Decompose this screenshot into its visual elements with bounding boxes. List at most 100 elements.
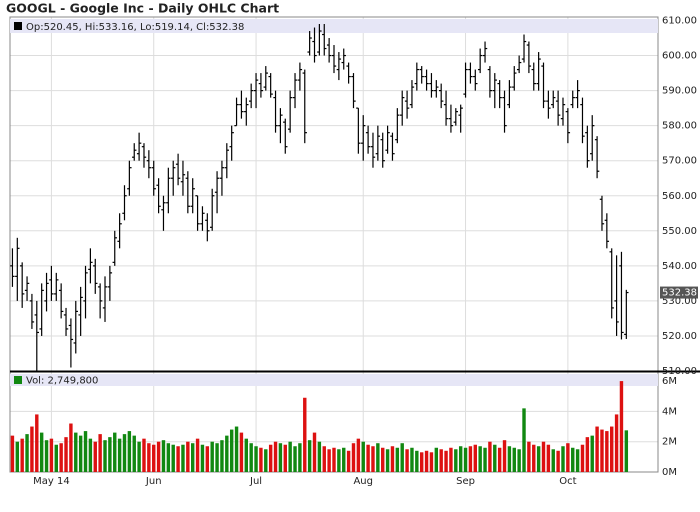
volume-bar (507, 446, 512, 472)
volume-legend: Vol: 2,749,800 (26, 376, 98, 387)
x-tick-label: Aug (353, 476, 373, 487)
y-tick-label: 610.00 (662, 16, 697, 27)
y-tick-label: 530.00 (662, 296, 697, 307)
volume-bar (117, 438, 122, 472)
volume-bar (103, 440, 107, 472)
volume-bar (122, 434, 127, 472)
volume-bar (532, 444, 536, 472)
volume-bar (556, 450, 560, 472)
volume-bar (468, 446, 473, 472)
volume-bar (15, 441, 20, 472)
volume-bar (415, 450, 419, 472)
volume-bar (561, 446, 565, 472)
volume-bar (580, 444, 585, 472)
volume-bar (585, 437, 590, 472)
volume-bar (239, 432, 244, 472)
volume-bar (566, 443, 570, 472)
volume-bar (298, 443, 302, 472)
volume-bar (527, 441, 531, 472)
volume-bar (434, 447, 439, 472)
volume-bar (429, 452, 434, 472)
volume-bar (93, 441, 97, 472)
volume-bar (478, 446, 482, 472)
volume-bar (166, 443, 171, 472)
volume-bar (541, 441, 546, 472)
volume-bar (283, 444, 287, 472)
volume-bar (483, 447, 487, 472)
volume-bar (234, 426, 239, 472)
volume-bar (590, 435, 594, 472)
volume-bar (405, 449, 409, 472)
price-legend-band (10, 19, 658, 33)
volume-tick-label: 2M (662, 437, 677, 448)
volume-bar (361, 441, 365, 472)
volume-bar (161, 440, 166, 472)
volume-bar (605, 431, 609, 472)
volume-bar (98, 434, 102, 472)
volume-bar (497, 447, 502, 472)
volume-bar (624, 430, 629, 472)
volume-bar (351, 443, 356, 472)
volume-bar (473, 444, 477, 472)
x-tick-label: Jun (145, 476, 162, 487)
volume-bar (376, 443, 380, 472)
volume-legend-band (10, 374, 658, 386)
volume-bar (278, 443, 283, 472)
volume-bar (205, 446, 210, 472)
volume-bar (268, 444, 273, 472)
volume-bar (181, 444, 185, 472)
volume-bar (25, 434, 29, 472)
volume-bar (371, 446, 375, 472)
volume-bar (186, 441, 190, 472)
volume-bar (342, 447, 346, 472)
x-tick-label: Oct (559, 476, 576, 487)
volume-bar (546, 444, 551, 472)
volume-bar (288, 441, 292, 472)
volume-bar (142, 438, 146, 472)
volume-bar (303, 397, 307, 472)
y-tick-label: 550.00 (662, 226, 697, 237)
volume-bar (356, 438, 361, 472)
volume-bar (49, 438, 54, 472)
volume-bar (156, 441, 161, 472)
volume-bar (493, 444, 497, 472)
chart-title: GOOGL - Google Inc - Daily OHLC Chart (6, 1, 279, 16)
volume-bar (551, 449, 555, 472)
volume-bar (536, 446, 541, 472)
volume-bar (39, 432, 44, 472)
volume-bar (259, 447, 263, 472)
volume-bar (171, 444, 175, 472)
volume-bar (10, 435, 15, 472)
volume-bar (449, 447, 453, 472)
volume-bar (381, 447, 385, 472)
volume-bar (458, 446, 463, 472)
volume-bar (307, 440, 312, 472)
volume-bar (366, 444, 370, 472)
volume-bar (410, 447, 414, 472)
volume-bar (191, 443, 195, 472)
volume-bar (200, 444, 205, 472)
volume-bar (327, 449, 331, 472)
price-legend-swatch (14, 22, 22, 30)
volume-bar (220, 440, 224, 472)
volume-bar (346, 450, 351, 472)
volume-bar (522, 408, 526, 472)
volume-bar (424, 450, 429, 472)
volume-bar (59, 443, 63, 472)
volume-bar (512, 447, 516, 472)
volume-bar (215, 443, 219, 472)
volume-bar (44, 440, 49, 472)
marks (10, 24, 629, 472)
volume-bar (20, 438, 24, 472)
volume-bar (571, 447, 575, 472)
volume-bar (152, 444, 156, 472)
volume-bar (614, 414, 619, 472)
volume-bar (244, 438, 249, 472)
volume-bar (64, 437, 68, 472)
x-tick-label: Jul (249, 476, 262, 487)
volume-bar (264, 449, 268, 472)
volume-bar (273, 441, 278, 472)
volume-bar (83, 431, 88, 472)
y-tick-label: 600.00 (662, 51, 697, 62)
